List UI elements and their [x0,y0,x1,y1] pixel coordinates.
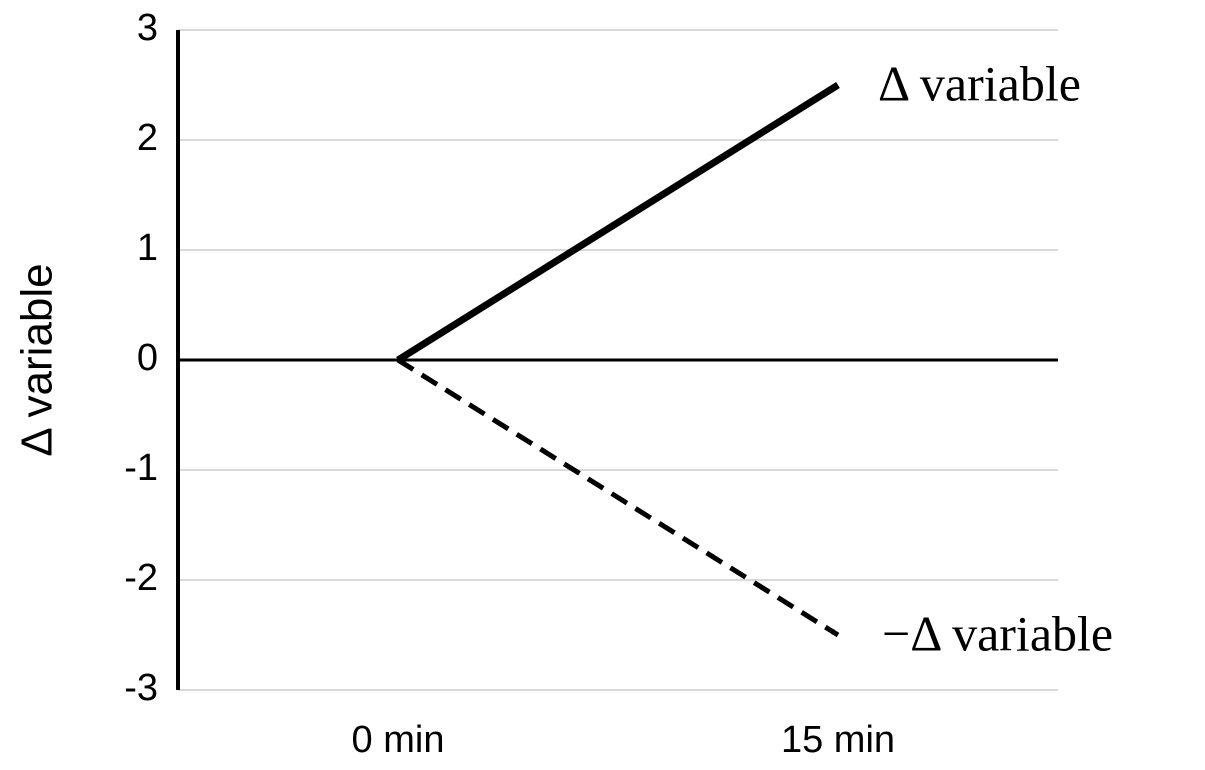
series-label: Δ variable [878,55,1081,111]
series-line [396,82,840,363]
y-tick-label: -3 [124,667,158,709]
y-tick-label: 3 [137,7,158,49]
y-tick-label: -2 [124,557,158,599]
series-label: −Δ variable [882,605,1113,661]
y-tick-label: 2 [137,117,158,159]
series-line [396,357,840,638]
y-tick-label: -1 [124,447,158,489]
y-tick-label: 1 [137,227,158,269]
y-tick-label: 0 [137,337,158,379]
x-tick-label: 15 min [781,719,895,761]
x-tick-label: 0 min [352,719,445,761]
y-axis-label: Δ variable [13,263,62,456]
